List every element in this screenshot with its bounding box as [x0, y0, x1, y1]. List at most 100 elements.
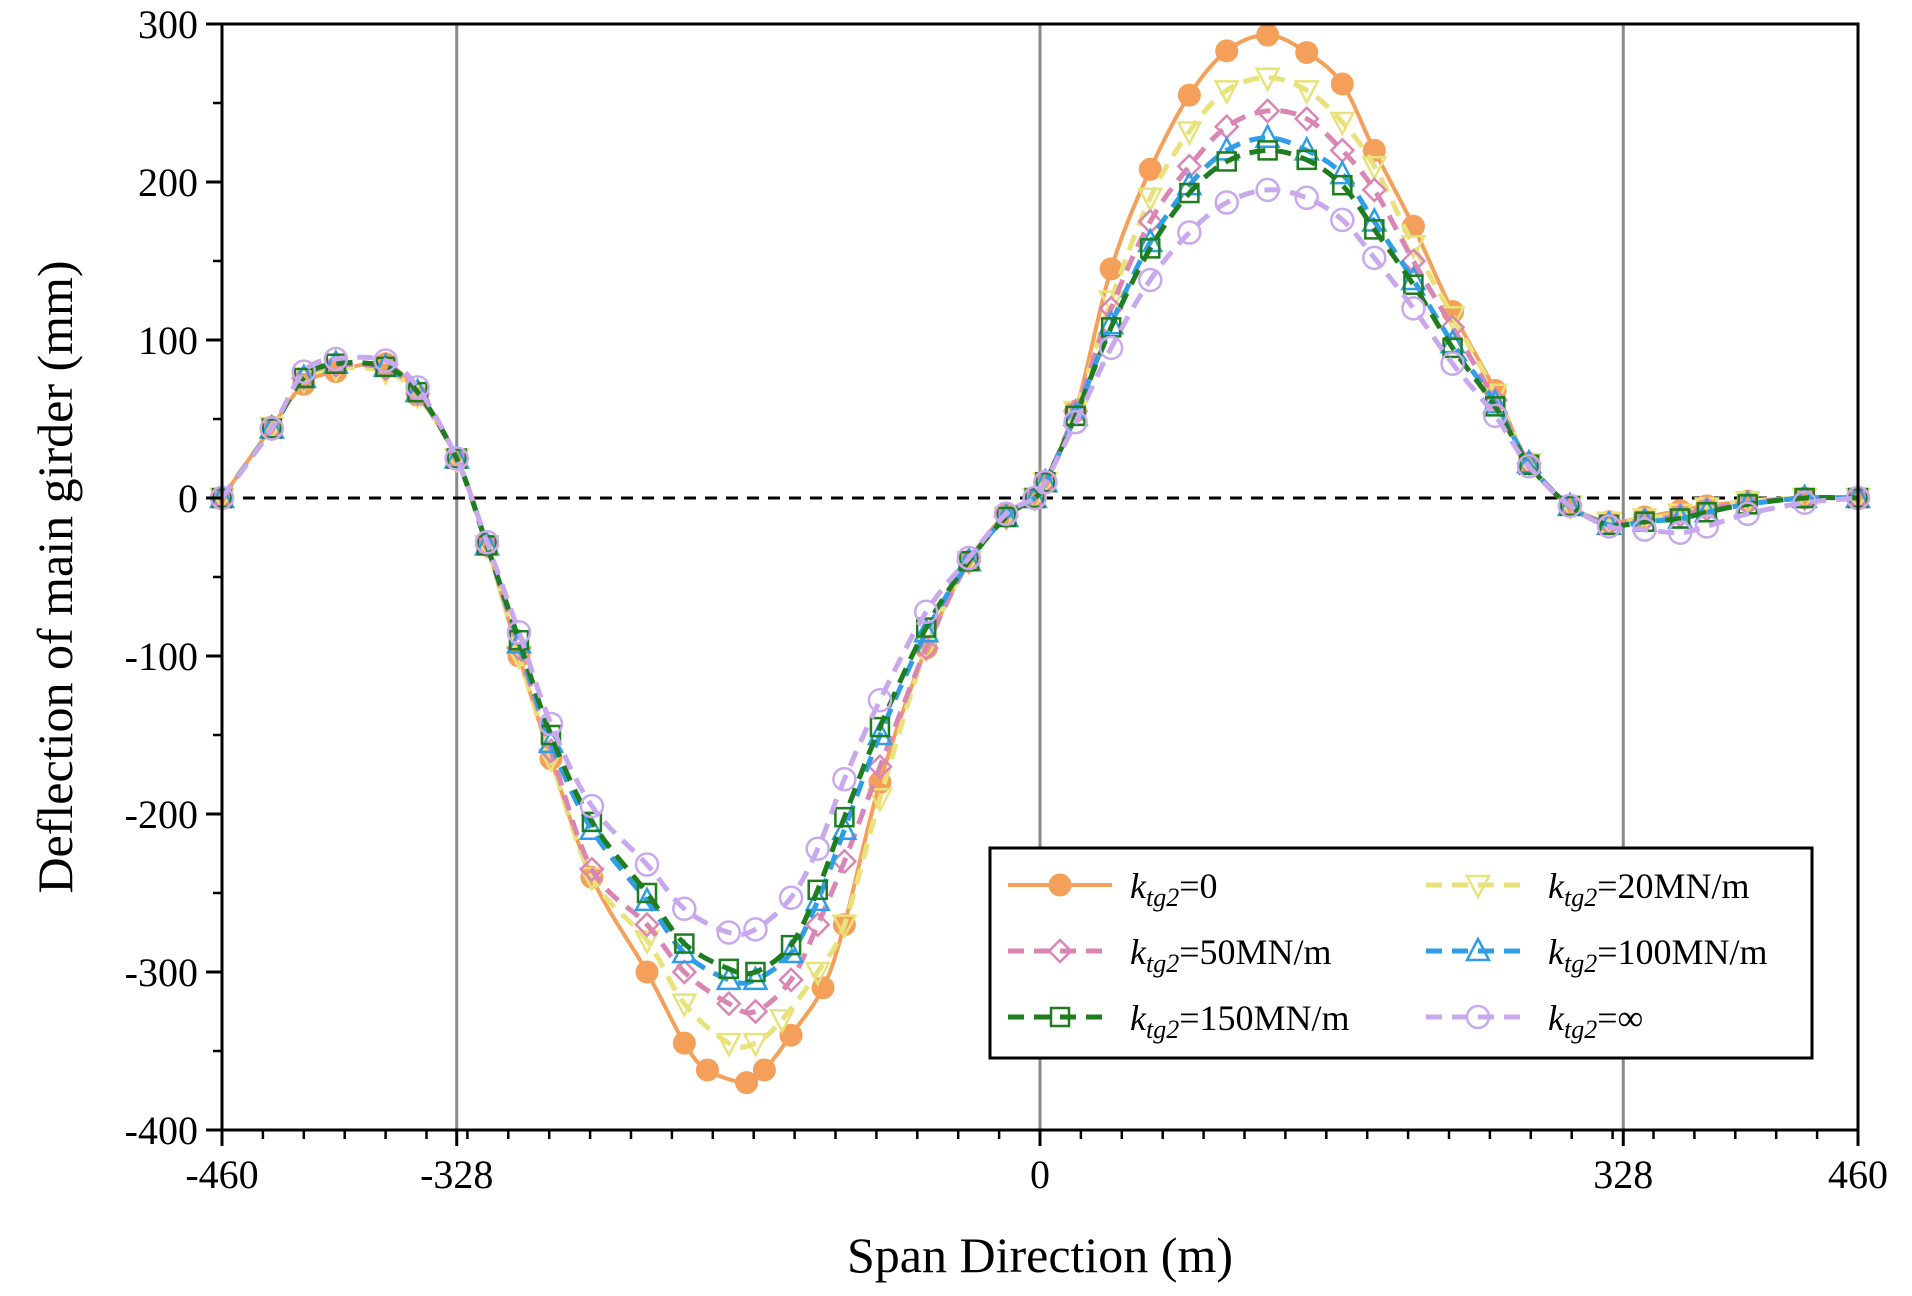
data-point	[540, 724, 562, 746]
data-point	[1138, 157, 1162, 181]
data-point	[1215, 39, 1239, 63]
legend-item: ktg2=150MN/m	[1008, 998, 1350, 1044]
data-point	[1694, 514, 1720, 539]
data-point	[866, 720, 894, 746]
data-point	[1035, 471, 1056, 493]
data-point	[671, 959, 698, 985]
data-point	[1329, 111, 1356, 137]
data-point	[1557, 493, 1583, 519]
legend-label: ktg2=0	[1130, 866, 1218, 912]
data-point	[1329, 159, 1356, 185]
data-point	[259, 416, 285, 441]
legend-item: ktg2=50MN/m	[1008, 932, 1332, 978]
data-point	[1254, 67, 1281, 93]
data-point	[446, 448, 467, 469]
data-point	[1255, 177, 1280, 203]
data-point	[1063, 409, 1088, 435]
data-point	[1482, 403, 1508, 429]
y-tick-label: -400	[125, 1108, 198, 1153]
data-point	[1216, 151, 1237, 172]
data-point	[633, 930, 661, 956]
data-point	[672, 896, 697, 922]
data-point	[805, 836, 830, 862]
x-tick-label: -328	[420, 1152, 493, 1197]
y-tick-label: -300	[125, 950, 198, 995]
data-point	[635, 960, 659, 984]
data-point	[1177, 220, 1202, 245]
data-point	[581, 811, 603, 833]
data-point	[913, 637, 940, 663]
y-tick-label: 100	[138, 318, 198, 363]
data-point	[1559, 495, 1581, 517]
data-point	[1330, 72, 1354, 96]
y-tick-label: -200	[125, 792, 198, 837]
data-point	[804, 961, 831, 987]
y-tick-label: -100	[125, 634, 198, 679]
data-point	[1632, 517, 1657, 542]
data-point	[779, 1023, 803, 1047]
data-point	[1516, 454, 1542, 479]
data-point	[578, 815, 605, 841]
data-point	[671, 993, 698, 1019]
data-point	[1403, 274, 1424, 295]
data-point	[742, 1032, 769, 1058]
data-point	[993, 501, 1019, 527]
legend-marker	[1464, 936, 1492, 962]
data-point	[780, 934, 802, 956]
data-point	[913, 617, 940, 643]
data-point	[291, 359, 317, 384]
data-point	[1696, 501, 1718, 523]
data-point	[1254, 98, 1281, 124]
data-point	[804, 911, 831, 938]
data-point	[831, 848, 858, 875]
data-point	[1669, 508, 1691, 529]
legend-item: ktg2=100MN/m	[1426, 932, 1768, 978]
data-point	[867, 687, 893, 713]
data-point	[1792, 490, 1817, 515]
data-point	[373, 348, 398, 373]
data-point	[867, 753, 893, 780]
data-point	[695, 1058, 719, 1082]
data-point	[1140, 238, 1161, 259]
data-point	[538, 711, 564, 737]
data-point	[474, 529, 500, 555]
data-point	[831, 815, 858, 841]
data-point	[1294, 185, 1319, 211]
data-point	[1735, 501, 1760, 527]
data-point	[1098, 309, 1125, 335]
data-point	[831, 914, 858, 940]
data-point	[807, 879, 828, 901]
data-point	[777, 938, 805, 964]
y-axis-title: Deflection of main girder (mm)	[27, 260, 83, 893]
data-point	[913, 599, 939, 625]
data-point	[1033, 469, 1058, 495]
legend-box	[988, 846, 1814, 1060]
data-point	[715, 1032, 742, 1058]
data-point	[1330, 207, 1355, 233]
data-point	[506, 620, 532, 645]
legend-item: ktg2=20MN/m	[1426, 866, 1750, 912]
data-point	[1400, 248, 1427, 274]
x-tick-label: 0	[1030, 1152, 1050, 1197]
data-point	[444, 446, 469, 471]
data-point	[1099, 257, 1123, 281]
data-point	[1401, 296, 1426, 321]
data-point	[742, 998, 769, 1025]
series-line	[219, 187, 1859, 938]
legend-item: ktg2=0	[1008, 866, 1218, 912]
x-tick-label: -460	[185, 1152, 258, 1197]
data-point	[636, 882, 658, 904]
data-point	[674, 933, 695, 954]
data-point	[1362, 245, 1387, 271]
data-point	[869, 716, 891, 738]
data-point	[832, 766, 857, 792]
data-point	[834, 806, 855, 828]
data-point	[579, 856, 605, 883]
data-point	[1214, 190, 1239, 215]
data-point	[405, 375, 430, 400]
data-point	[404, 380, 431, 407]
data-point	[718, 958, 740, 980]
data-point	[1254, 123, 1281, 149]
y-tick-label: 200	[138, 160, 198, 205]
data-point	[634, 852, 660, 877]
